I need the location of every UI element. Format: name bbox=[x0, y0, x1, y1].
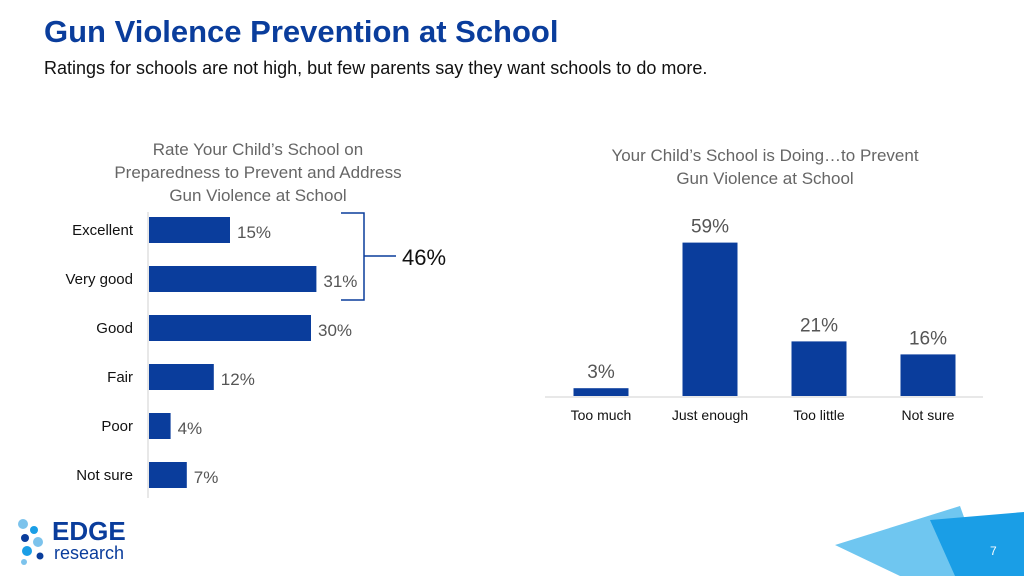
top-two-bracket bbox=[341, 212, 396, 301]
logo-dots-icon bbox=[18, 519, 44, 565]
right-value-label: 3% bbox=[587, 362, 615, 383]
page-subtitle: Ratings for schools are not high, but fe… bbox=[44, 58, 708, 78]
right-bar bbox=[573, 388, 629, 396]
right-category-label: Too little bbox=[793, 407, 845, 423]
left-bar-chart: Excellent 15% Very good 31% Good 30% Fair 12% Po… bbox=[65, 217, 357, 488]
right-category-label: Just enough bbox=[672, 407, 748, 423]
right-chart-title: Your Child’s School is Doing…to Prevent … bbox=[611, 146, 919, 188]
right-value-label: 21% bbox=[800, 315, 838, 336]
left-value-label: 7% bbox=[194, 468, 219, 487]
left-category-label: Poor bbox=[101, 418, 133, 435]
left-chart-title: Rate Your Child’s School on Preparedness… bbox=[114, 140, 402, 205]
left-category-label: Very good bbox=[65, 271, 133, 288]
top-two-total-label: 46% bbox=[402, 245, 446, 270]
left-bar bbox=[149, 462, 187, 488]
left-value-label: 30% bbox=[318, 321, 352, 340]
left-bar bbox=[149, 413, 171, 439]
left-bar bbox=[149, 266, 317, 292]
right-bar bbox=[791, 341, 847, 396]
right-category-label: Not sure bbox=[902, 407, 955, 423]
left-value-label: 15% bbox=[237, 223, 271, 242]
decor-dark-triangle bbox=[930, 512, 1024, 576]
left-bar bbox=[149, 217, 230, 243]
left-value-label: 31% bbox=[323, 272, 357, 291]
right-value-label: 16% bbox=[909, 328, 947, 349]
left-bar bbox=[149, 315, 311, 341]
left-category-label: Not sure bbox=[76, 467, 133, 484]
left-category-label: Fair bbox=[107, 369, 133, 386]
left-value-label: 4% bbox=[178, 419, 203, 438]
right-bar bbox=[900, 354, 956, 396]
right-bar bbox=[682, 242, 738, 396]
logo-research-text: research bbox=[54, 543, 125, 563]
logo-edge-text: EDGE bbox=[52, 516, 126, 546]
left-bar bbox=[149, 364, 214, 390]
left-category-label: Excellent bbox=[72, 222, 134, 239]
page-title: Gun Violence Prevention at School bbox=[44, 14, 559, 49]
left-category-label: Good bbox=[96, 320, 133, 337]
right-bar-chart: 3% Too much 59% Just enough 21% Too little 16%… bbox=[571, 217, 956, 423]
page-number: 7 bbox=[990, 544, 997, 558]
edge-research-logo: EDGE research bbox=[16, 516, 176, 568]
right-value-label: 59% bbox=[691, 217, 729, 238]
right-category-label: Too much bbox=[571, 407, 632, 423]
left-value-label: 12% bbox=[221, 370, 255, 389]
